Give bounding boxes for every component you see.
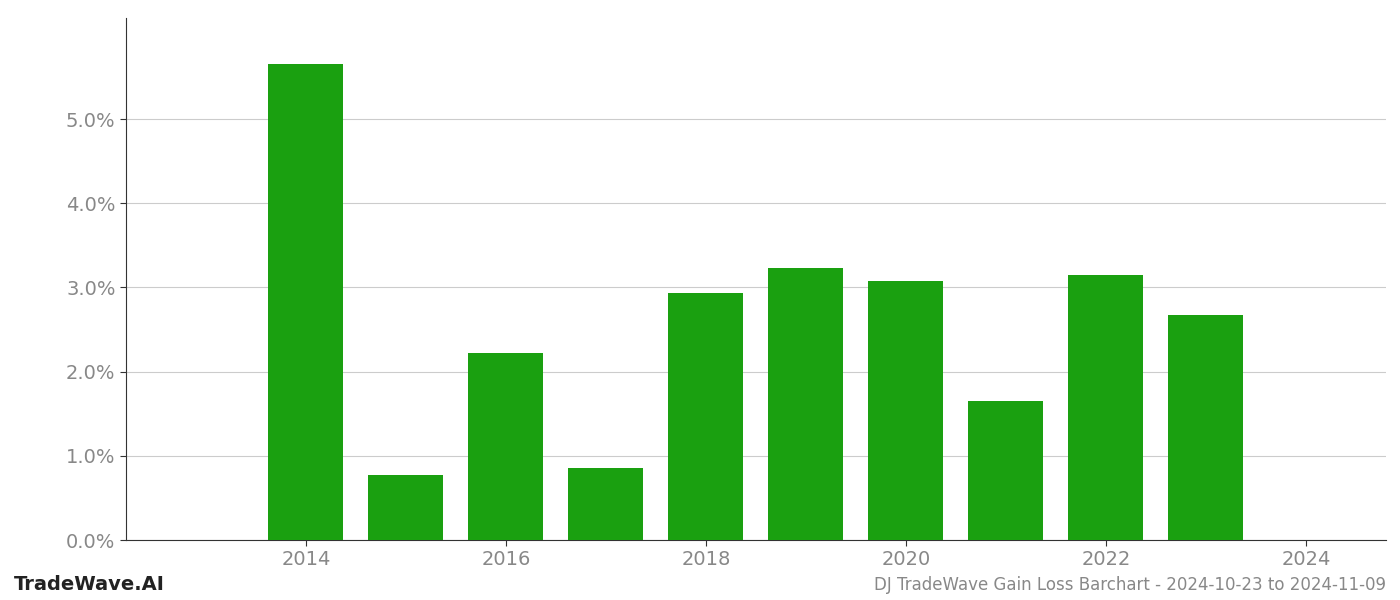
Bar — [769, 268, 843, 540]
Bar — [469, 353, 543, 540]
Bar — [568, 469, 644, 540]
Bar — [269, 64, 343, 540]
Bar — [1169, 315, 1243, 540]
Bar — [868, 281, 944, 540]
Text: TradeWave.AI: TradeWave.AI — [14, 575, 165, 594]
Bar — [1068, 275, 1144, 540]
Bar — [969, 401, 1043, 540]
Text: DJ TradeWave Gain Loss Barchart - 2024-10-23 to 2024-11-09: DJ TradeWave Gain Loss Barchart - 2024-1… — [874, 576, 1386, 594]
Bar — [668, 293, 743, 540]
Bar — [368, 475, 444, 540]
